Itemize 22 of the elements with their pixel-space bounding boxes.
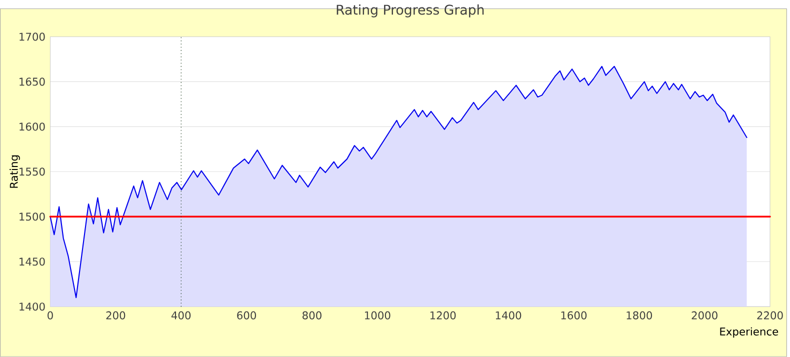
x-tick-label: 600 (237, 311, 256, 320)
x-tick-label: 1600 (561, 311, 587, 320)
chart-title: Rating Progress Graph (336, 4, 484, 18)
x-tick-label: 2200 (757, 311, 783, 320)
x-tick-label: 1400 (496, 311, 522, 320)
y-tick-label: 1550 (20, 168, 45, 176)
y-tick-label: 1600 (20, 122, 45, 131)
y-tick-label: 1400 (20, 302, 45, 311)
x-tick-label: 2000 (692, 311, 718, 320)
x-tick-label: 200 (106, 311, 126, 320)
x-axis-title: Experience (720, 327, 778, 338)
x-tick-label: 1200 (430, 311, 456, 320)
y-axis-title: Rating (10, 155, 20, 188)
x-tick-label: 1800 (626, 311, 652, 320)
x-tick-label: 400 (171, 311, 191, 320)
y-tick-label: 1650 (20, 78, 45, 86)
x-tick-label: 800 (302, 311, 322, 320)
y-tick-label: 1500 (20, 212, 45, 221)
y-tick-label: 1700 (20, 32, 45, 41)
x-tick-label: 0 (48, 311, 53, 320)
y-tick-label: 1450 (20, 258, 45, 266)
x-tick-label: 1000 (365, 311, 390, 320)
